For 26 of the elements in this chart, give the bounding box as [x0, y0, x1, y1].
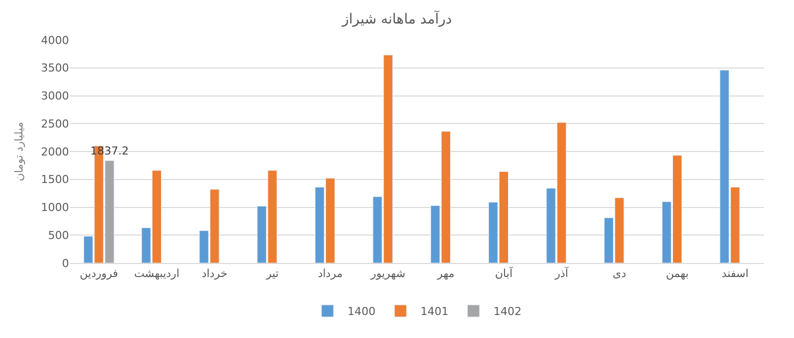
y-tick-label: 2000: [41, 145, 69, 158]
x-tick-label: اردیبهشت: [134, 267, 180, 280]
x-tick-label: آبان: [494, 266, 514, 280]
y-tick-label: 500: [48, 228, 69, 242]
y-tick-label: 1500: [41, 173, 69, 186]
x-tick-label: خرداد: [202, 267, 228, 280]
x-tick-label: دی: [612, 267, 626, 280]
x-tick-label: بهمن: [666, 267, 689, 280]
legend-label: 1401: [420, 305, 448, 318]
chart-title: درآمد ماهانه شیراز: [341, 9, 452, 28]
y-tick-label: 3500: [41, 62, 69, 75]
y-axis-title: میلیارد تومان: [12, 122, 26, 182]
x-tick-label: اسفند: [722, 267, 749, 280]
x-tick-label: مرداد: [318, 267, 343, 280]
x-tick-label: تیر: [265, 267, 279, 280]
x-tick-label: مهر: [436, 267, 455, 280]
y-tick-label: 3000: [41, 90, 69, 103]
x-tick-label: شهریور: [370, 267, 406, 280]
y-tick-label: 1000: [41, 201, 69, 214]
legend-label: 1400: [348, 305, 376, 318]
y-tick-label: 4000: [41, 34, 69, 47]
x-tick-label: آذر: [554, 266, 570, 280]
legend-label: 1402: [494, 305, 522, 318]
y-tick-label: 0: [62, 256, 69, 270]
x-tick-label: فروردین: [80, 267, 118, 280]
y-tick-label: 2500: [41, 117, 69, 130]
